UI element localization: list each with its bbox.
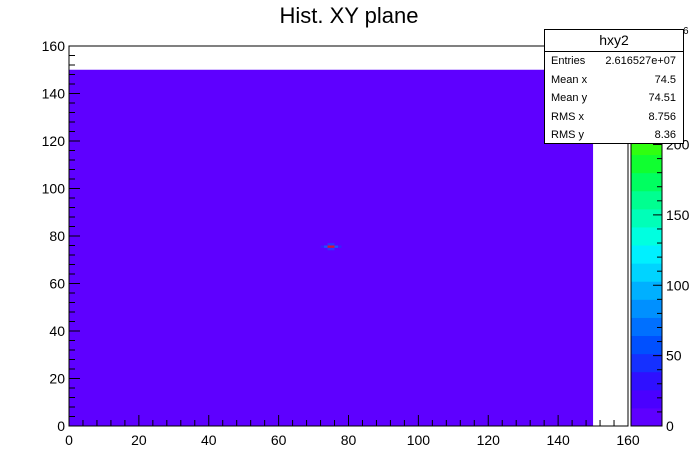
hotspot-cell [320, 245, 325, 248]
stats-row: RMS y 8.36 [545, 126, 683, 145]
x-tick-label: 100 [407, 432, 431, 448]
stats-row: Mean x 74.5 [545, 71, 683, 90]
x-tick-label: 160 [616, 432, 640, 448]
hotspot-cell [331, 243, 335, 246]
x-tick-label: 60 [271, 432, 287, 448]
colorbar-segment [631, 245, 662, 264]
y-tick-label: 40 [49, 323, 65, 339]
stats-value: 2.616527e+07 [605, 55, 676, 67]
x-tick-label: 140 [546, 432, 570, 448]
stats-label: RMS y [551, 129, 584, 142]
stats-value: 74.5 [654, 73, 676, 86]
x-tick-label: 120 [477, 432, 501, 448]
colorbar-segment [631, 263, 662, 282]
x-tick-label: 40 [201, 432, 217, 448]
chart-title: Hist. XY plane [279, 3, 418, 28]
plot-area [69, 69, 594, 426]
colorbar-segment [631, 317, 662, 337]
colorbar-tick-label: 100 [666, 277, 690, 293]
stats-label: RMS x [551, 110, 584, 123]
x-tick-label: 80 [341, 432, 357, 448]
stats-box: hxy2 Entries 2.616527e+07 Mean x 74.5 Me… [544, 29, 684, 144]
stats-row: Mean y 74.51 [545, 89, 683, 108]
hotspot-cell [331, 247, 335, 251]
y-tick-label: 60 [49, 276, 65, 292]
colorbar-segment [631, 190, 662, 210]
hotspot-cell [331, 245, 335, 248]
colorbar-segment [631, 389, 662, 409]
stats-row: RMS x 8.756 [545, 108, 683, 127]
x-tick-label: 20 [131, 432, 147, 448]
hotspot-cell [327, 247, 332, 251]
stats-label: Entries [551, 55, 586, 67]
colorbar-segment [631, 226, 662, 246]
hotspot-cell [324, 245, 328, 248]
colorbar-segment [631, 353, 662, 373]
colorbar-segment [631, 154, 662, 174]
hotspot-cell [327, 243, 332, 246]
y-tick-label: 100 [42, 181, 66, 197]
stats-value: 74.51 [648, 92, 676, 105]
y-tick-label: 20 [49, 371, 65, 387]
colorbar-segment [631, 281, 662, 300]
colorbar-segment [631, 407, 662, 427]
stats-row: Entries 2.616527e+07 [545, 52, 683, 71]
stats-title: hxy2 [545, 30, 683, 52]
stats-value: 8.36 [654, 129, 676, 142]
colorbar-tick-label: 150 [666, 207, 690, 223]
y-tick-label: 120 [42, 133, 66, 149]
colorbar-segment [631, 299, 662, 318]
y-tick-label: 0 [57, 418, 65, 434]
y-tick-label: 140 [42, 86, 66, 102]
colorbar-segment [631, 335, 662, 355]
colorbar-segment [631, 371, 662, 391]
stats-value: 8.756 [648, 110, 676, 123]
colorbar-tick-label: 50 [666, 348, 682, 364]
y-tick-label: 80 [49, 228, 65, 244]
colorbar-segment [631, 208, 662, 228]
stats-label: Mean x [551, 73, 588, 86]
colorbar-tick-label: 0 [666, 418, 674, 434]
y-tick-label: 160 [42, 38, 66, 54]
colorbar-exponent: 6 [683, 26, 689, 37]
colorbar-segment [631, 172, 662, 192]
hotspot-cell [334, 245, 339, 248]
x-tick-label: 0 [65, 432, 73, 448]
hotspot-cell [338, 245, 342, 248]
axes: 0 20 40 60 80 100 120 140 160 0 20 40 60 80 100 120 140 1… [42, 38, 640, 448]
stats-label: Mean y [551, 92, 588, 105]
hotspot-cell [327, 245, 332, 248]
